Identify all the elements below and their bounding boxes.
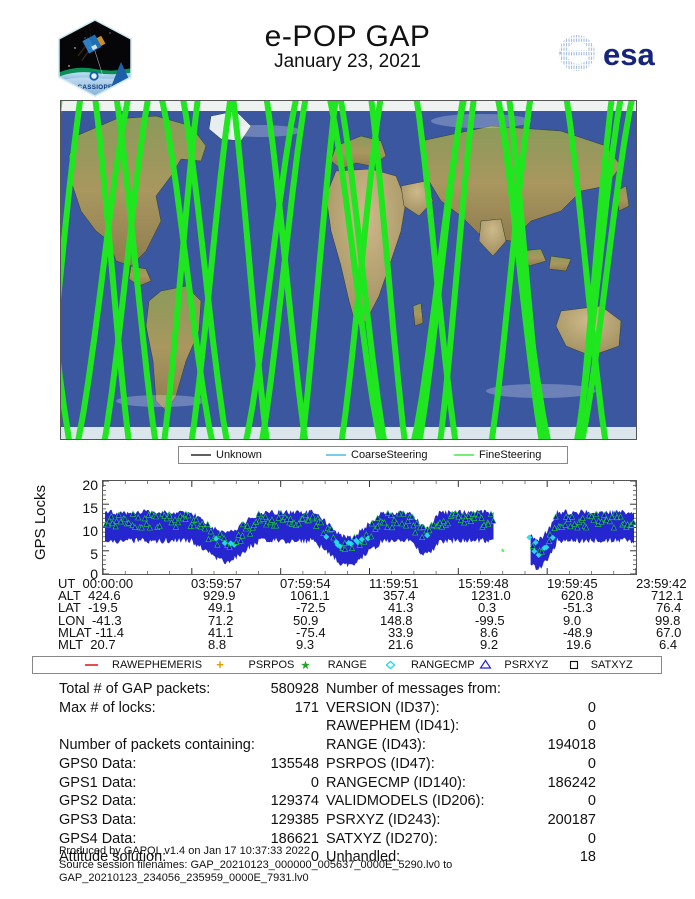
svg-text:★: ★ (301, 661, 310, 672)
svg-text:*: * (501, 547, 505, 558)
svg-text:esa: esa (603, 37, 655, 72)
svg-text:+: + (216, 657, 224, 672)
